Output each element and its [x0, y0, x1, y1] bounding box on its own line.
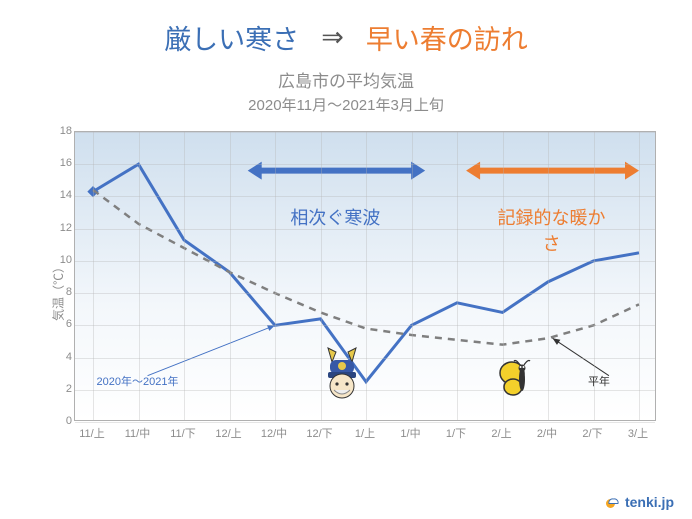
- y-tick: 6: [42, 318, 72, 330]
- x-tick: 2/下: [582, 425, 602, 441]
- x-tick: 1/上: [355, 425, 375, 441]
- title-left: 厳しい寒さ: [164, 18, 299, 57]
- series-label: 2020年～2021年: [97, 373, 179, 389]
- x-tick: 11/上: [79, 425, 104, 441]
- date-range: 2020年11月～2021年3月上旬: [22, 94, 670, 115]
- y-tick: 8: [42, 286, 72, 298]
- chart-container: 厳しい寒さ ⇒ 早い春の訪れ 広島市の平均気温 2020年11月～2021年3月…: [0, 0, 692, 519]
- subtitle: 広島市の平均気温: [22, 67, 670, 92]
- y-tick: 0: [42, 415, 72, 427]
- x-tick: 12/下: [306, 425, 332, 441]
- x-tick: 3/上: [628, 425, 648, 441]
- y-tick: 10: [42, 254, 72, 266]
- x-tick: 11/中: [125, 425, 150, 441]
- title-row: 厳しい寒さ ⇒ 早い春の訪れ: [22, 18, 670, 57]
- y-tick: 4: [42, 351, 72, 363]
- y-tick: 2: [42, 383, 72, 395]
- title-right: 早い春の訪れ: [366, 18, 528, 57]
- y-tick: 14: [42, 189, 72, 201]
- y-tick: 16: [42, 157, 72, 169]
- chart: 気温（℃） 02468101214161811/上11/中11/下12/上12/…: [26, 121, 666, 461]
- watermark-text: tenki.jp: [625, 494, 674, 510]
- title-arrow: ⇒: [321, 22, 344, 53]
- x-tick: 1/下: [446, 425, 466, 441]
- x-tick: 2/中: [537, 425, 557, 441]
- x-tick: 1/中: [400, 425, 420, 441]
- butterfly-icon: [498, 359, 542, 399]
- watermark: tenki.jp: [603, 493, 674, 511]
- tenki-logo-icon: [603, 493, 621, 511]
- x-tick: 12/中: [261, 425, 287, 441]
- y-tick: 18: [42, 125, 72, 137]
- annotation-label: 記録的な暖かさ: [494, 204, 608, 256]
- y-tick: 12: [42, 222, 72, 234]
- series-label: 平年: [588, 373, 610, 389]
- samurai-icon: [318, 346, 366, 400]
- annotation-label: 相次ぐ寒波: [290, 204, 380, 230]
- x-tick: 2/上: [491, 425, 511, 441]
- x-tick: 11/下: [170, 425, 195, 441]
- x-tick: 12/上: [215, 425, 241, 441]
